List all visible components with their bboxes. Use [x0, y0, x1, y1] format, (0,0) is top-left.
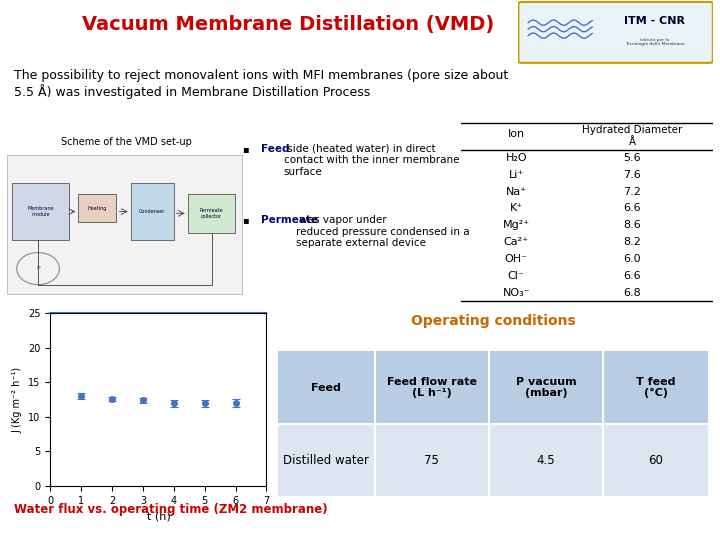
Text: The possibility to reject monovalent ions with MFI membranes (pore size about
5.: The possibility to reject monovalent ion…	[14, 69, 508, 99]
Text: Permeate
collector: Permeate collector	[199, 208, 223, 219]
Text: Distilled water: Distilled water	[284, 454, 369, 467]
Text: 60: 60	[648, 454, 663, 467]
Text: H₂O: H₂O	[505, 153, 527, 163]
Text: Feed: Feed	[261, 144, 289, 154]
Text: Feed flow rate
(L h⁻¹): Feed flow rate (L h⁻¹)	[387, 377, 477, 399]
Text: Vacuum Membrane Distillation (VMD): Vacuum Membrane Distillation (VMD)	[82, 15, 494, 34]
Text: 6.0: 6.0	[624, 254, 641, 264]
Text: Operating conditions: Operating conditions	[411, 314, 575, 328]
Text: 4.5: 4.5	[536, 454, 555, 467]
Text: Water flux vs. operating time (ZM2 membrane): Water flux vs. operating time (ZM2 membr…	[14, 503, 328, 516]
Text: P vacuum
(mbar): P vacuum (mbar)	[516, 377, 576, 399]
FancyBboxPatch shape	[518, 2, 713, 63]
Bar	[278, 350, 708, 424]
Text: Na⁺: Na⁺	[505, 187, 527, 197]
Bar	[278, 424, 708, 496]
Text: was vapor under
reduced pressure condensed in a
separate external device: was vapor under reduced pressure condens…	[297, 215, 470, 248]
X-axis label: t (h): t (h)	[147, 511, 170, 521]
Text: OH⁻: OH⁻	[505, 254, 528, 264]
Text: side (heated water) in direct
contact with the inner membrane
surface: side (heated water) in direct contact wi…	[284, 144, 459, 177]
Text: Condenser: Condenser	[139, 209, 166, 214]
Text: Scheme of the VMD set-up: Scheme of the VMD set-up	[60, 137, 192, 147]
Text: Hydrated Diameter: Hydrated Diameter	[582, 125, 683, 135]
Text: Ca²⁺: Ca²⁺	[504, 237, 528, 247]
Text: Ion: Ion	[508, 129, 525, 139]
Text: Permeate: Permeate	[261, 215, 318, 225]
Text: T feed
(°C): T feed (°C)	[636, 377, 675, 399]
Bar	[131, 183, 174, 240]
Text: ▪: ▪	[242, 144, 249, 154]
Text: 7.2: 7.2	[624, 187, 641, 197]
Text: Membrane
module: Membrane module	[27, 206, 54, 217]
Text: 8.6: 8.6	[624, 220, 641, 230]
Text: Å: Å	[629, 137, 636, 147]
Text: Mg²⁺: Mg²⁺	[503, 220, 530, 230]
Bar	[188, 194, 235, 233]
Text: K⁺: K⁺	[510, 204, 523, 213]
Text: 6.6: 6.6	[624, 271, 641, 281]
Text: 5.6: 5.6	[624, 153, 641, 163]
Bar	[12, 183, 69, 240]
Text: Cl⁻: Cl⁻	[508, 271, 525, 281]
Y-axis label: J (Kg m⁻² h⁻¹): J (Kg m⁻² h⁻¹)	[13, 367, 22, 433]
Text: 6.8: 6.8	[624, 288, 641, 298]
Text: 6.6: 6.6	[624, 204, 641, 213]
Text: Li⁺: Li⁺	[508, 170, 524, 180]
Bar	[78, 194, 117, 222]
Text: NO₃⁻: NO₃⁻	[503, 288, 530, 298]
Text: ITM - CNR: ITM - CNR	[624, 16, 685, 26]
Text: Feed: Feed	[311, 382, 341, 393]
Text: 7.6: 7.6	[624, 170, 641, 180]
Text: 75: 75	[424, 454, 439, 467]
Text: ▪: ▪	[242, 215, 249, 225]
Text: 8.2: 8.2	[624, 237, 641, 247]
Bar	[7, 154, 243, 294]
Text: Heating: Heating	[88, 206, 107, 211]
Text: P: P	[36, 266, 40, 271]
Text: istituto per la
Tecnologia delle Membrane: istituto per la Tecnologia delle Membran…	[624, 38, 685, 46]
